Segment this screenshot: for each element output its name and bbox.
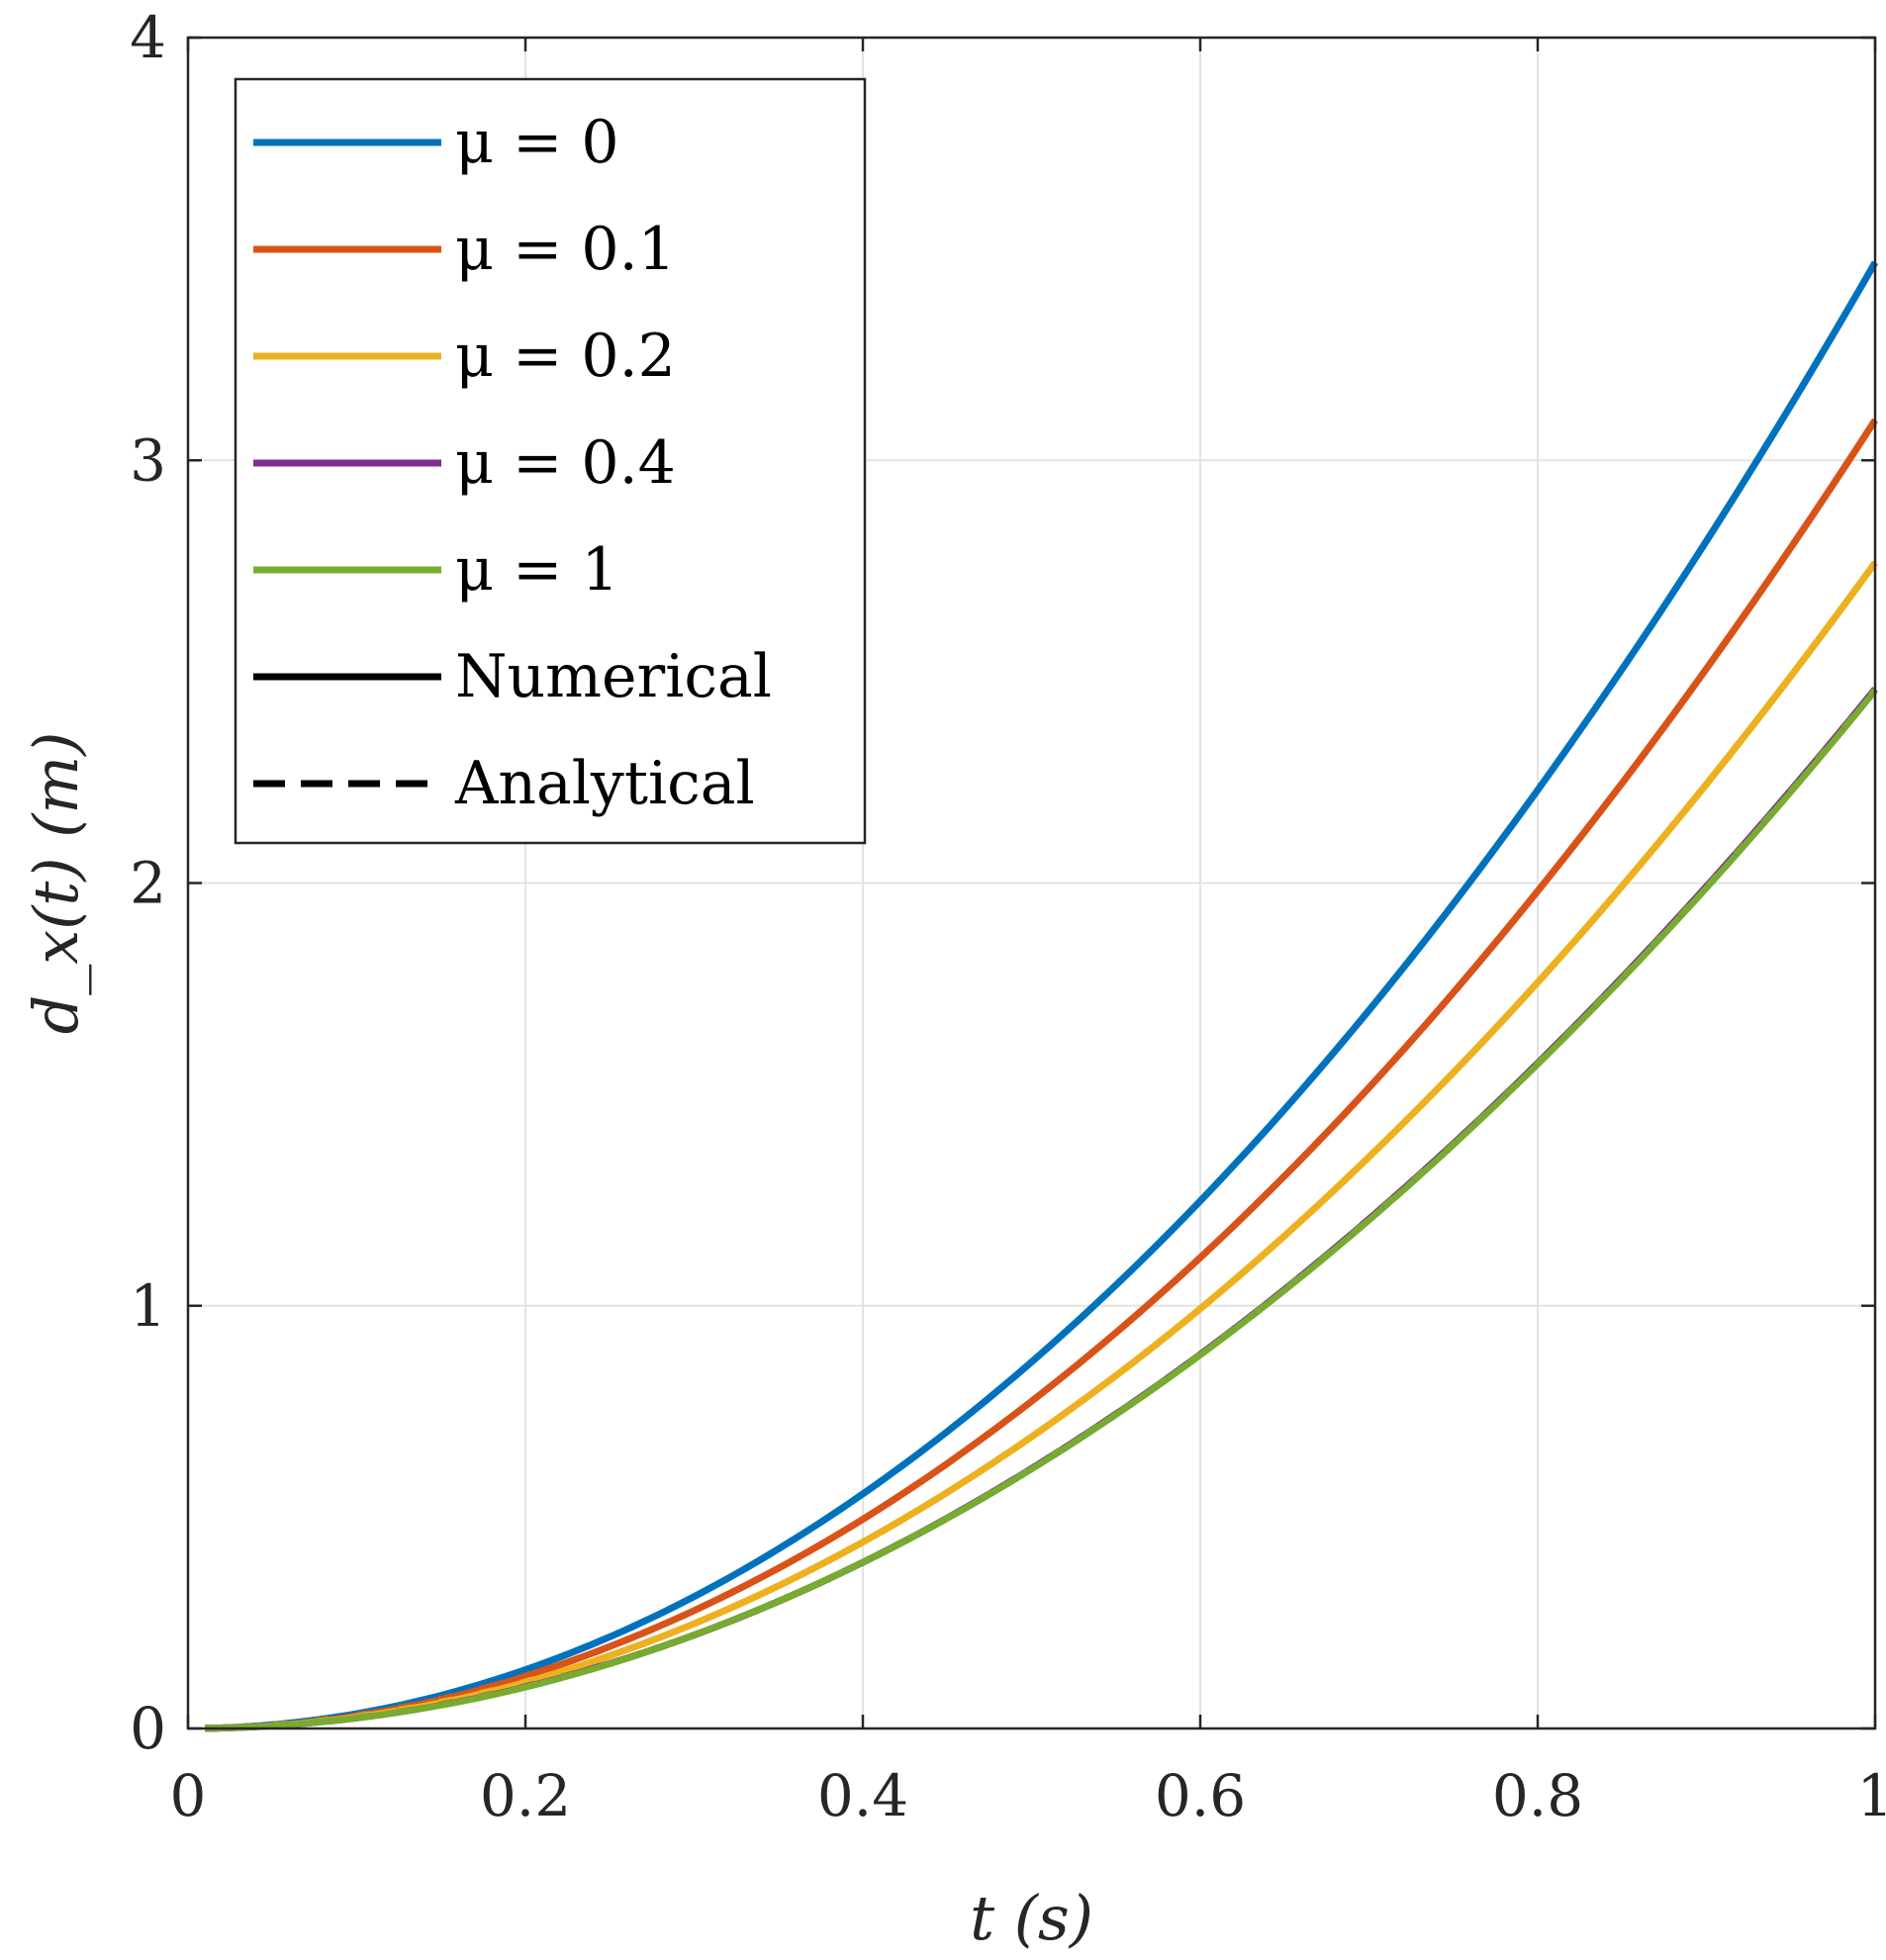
legend-label-5: Numerical [455, 642, 772, 711]
series-layer [204, 260, 1879, 1732]
y-tick-label-3: 3 [130, 426, 166, 494]
series-line-numerical-3 [204, 687, 1878, 1732]
series-line-analytical-0 [204, 260, 1878, 1731]
x-tick-label-2: 0.4 [817, 1762, 908, 1829]
series-line-analytical-1 [204, 419, 1878, 1731]
legend-label-2: μ = 0.2 [455, 322, 676, 391]
x-tick-label-5: 1 [1857, 1762, 1886, 1829]
y-tick-label-0: 0 [130, 1695, 166, 1762]
series-line-analytical-3 [204, 687, 1878, 1731]
x-tick-label-0: 0 [170, 1762, 207, 1829]
series-line-analytical-2 [204, 560, 1878, 1731]
legend-label-1: μ = 0.1 [455, 215, 676, 284]
axis-labels: t (s) d_x(t) (m) [20, 732, 1093, 1954]
series-line-numerical-4 [204, 688, 1878, 1732]
legend-label-6: Analytical [454, 749, 755, 818]
legend-label-4: μ = 1 [455, 535, 619, 605]
x-tick-label-4: 0.8 [1492, 1762, 1583, 1829]
y-tick-label-2: 2 [130, 850, 166, 917]
x-axis-label: t (s) [970, 1882, 1093, 1954]
series-line-analytical-4 [204, 688, 1878, 1731]
y-tick-label-4: 4 [130, 4, 166, 71]
legend: μ = 0 μ = 0.1 μ = 0.2 μ = 0.4 μ = 1 Numerical… [234, 77, 867, 845]
legend-label-3: μ = 0.4 [455, 428, 676, 498]
y-axis-label: d_x(t) (m) [20, 732, 92, 1035]
y-tick-label-1: 1 [130, 1272, 166, 1340]
x-tick-label-1: 0.2 [480, 1762, 571, 1829]
x-tick-label-3: 0.6 [1155, 1762, 1246, 1829]
legend-label-0: μ = 0 [455, 108, 619, 177]
ticks: 0 0.2 0.4 0.6 0.8 1 0 1 2 3 4 [130, 4, 1886, 1829]
